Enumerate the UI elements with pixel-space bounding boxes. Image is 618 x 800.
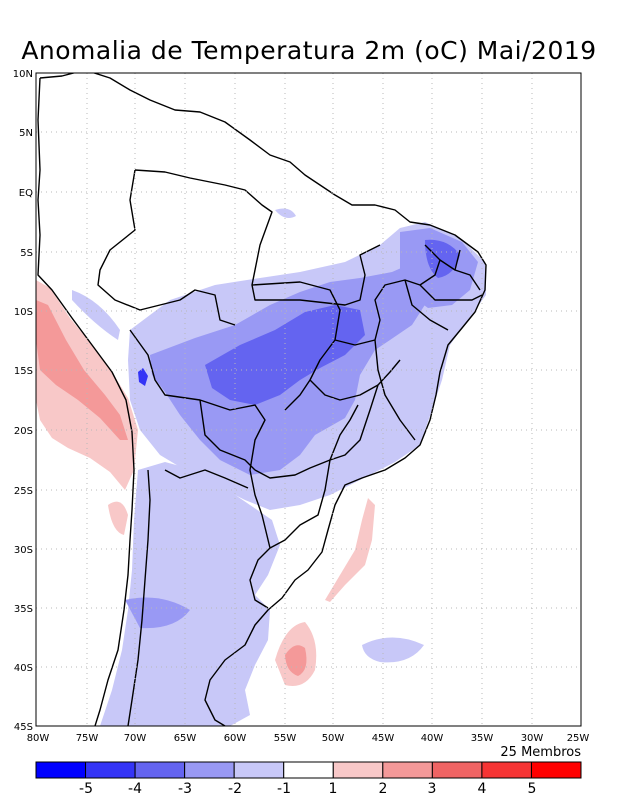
anomaly-region-dark-blue-mato-grosso [205,305,365,405]
colorbar-swatch [35,761,87,779]
colorbar-labels: -5 -4 -3 -2 -1 1 2 3 4 5 [79,781,536,797]
colorbar-label: -1 [277,781,291,797]
national-borders [97,169,401,726]
colorbar-label: 1 [329,781,338,797]
map-title: Anomalia de Temperatura 2m (oC) Mai/2019 [21,36,597,65]
members-label: 25 Membros [500,745,581,760]
lat-label: 5S [20,248,33,259]
colorbar-swatch [85,761,136,779]
anomaly-region-light-red-andes [108,501,128,535]
lon-label: 25W [567,733,590,744]
lon-label: 40W [421,733,444,744]
colorbar-label: -4 [128,781,142,797]
latitude-axis: 10N 5N EQ 5S 10S 15S 20S 25S 30S 35S 40S… [13,69,33,733]
colorbar-label: 2 [379,781,388,797]
colorbar [35,761,582,779]
anomaly-region-dark-blue-bahia [425,239,460,278]
lon-label: 70W [124,733,147,744]
colorbar-label: -5 [79,781,93,797]
lat-label: 20S [14,426,33,437]
anomaly-region-deep-blue-spot [138,368,148,386]
colorbar-swatch [332,761,384,779]
colorbar-label: -3 [178,781,192,797]
lat-label: 15S [14,366,33,377]
lon-label: 55W [274,733,297,744]
lon-label: 30W [521,733,544,744]
anomaly-field [36,208,486,726]
south-america-coastline [37,73,487,726]
lon-label: 45W [372,733,395,744]
anomaly-region-medium-red-patagonia [285,645,307,676]
lat-label: 35S [14,604,33,615]
brazil-states [251,244,483,461]
coastlines-and-borders [37,73,487,726]
map-frame [35,72,582,727]
lat-label: 10N [13,69,33,80]
lon-label: 35W [471,733,494,744]
lat-label: 40S [14,663,33,674]
colorbar-swatch [382,761,433,779]
colorbar-swatch [283,761,334,779]
lat-label: 30S [14,545,33,556]
colorbar-swatch [134,761,186,779]
longitude-axis: 80W 75W 70W 65W 60W 55W 50W 45W 40W 35W … [27,733,590,744]
lat-label: 25S [14,486,33,497]
anomaly-region-light-blue-ocean [362,637,424,663]
colorbar-swatch [431,761,483,779]
lon-label: 80W [27,733,50,744]
anomaly-region-light-red-atlantic [325,498,375,602]
colorbar-swatch [233,761,285,779]
colorbar-label: 4 [478,781,487,797]
anomaly-region-light-blue-peru [72,290,120,340]
lon-label: 75W [76,733,99,744]
colorbar-swatch [184,761,235,779]
colorbar-label: 5 [528,781,537,797]
colorbar-swatch [530,761,582,779]
colorbar-swatch [481,761,532,779]
colorbar-label: -2 [228,781,242,797]
graticule [36,73,581,726]
lat-label: 10S [14,307,33,318]
lon-label: 60W [224,733,247,744]
lon-label: 65W [174,733,197,744]
lat-label: 5N [19,128,33,139]
lat-label: EQ [19,188,33,199]
lon-label: 50W [322,733,345,744]
colorbar-label: 3 [428,781,437,797]
lat-label: 45S [14,722,33,733]
